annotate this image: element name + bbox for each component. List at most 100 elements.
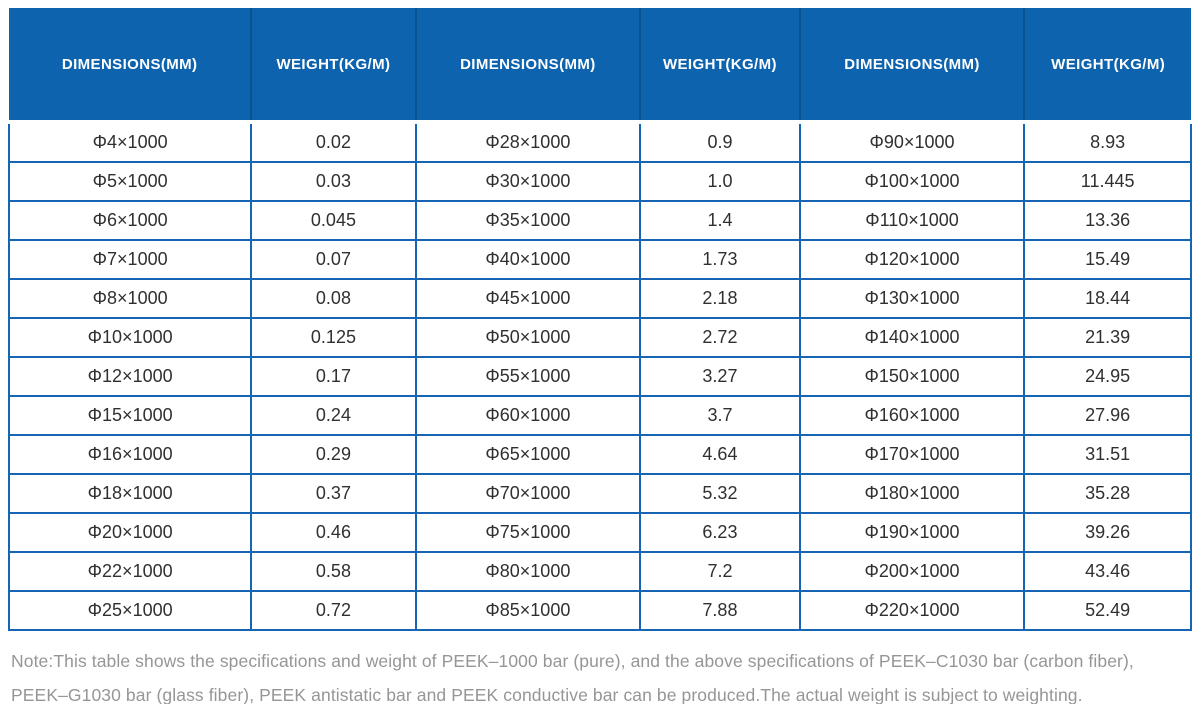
dimensions-cell: Φ80×1000	[414, 551, 642, 592]
column-header-dimensions-2: DIMENSIONS(MM)	[414, 8, 641, 124]
weight-cell: 0.46	[250, 512, 417, 553]
weight-cell: 4.64	[639, 434, 801, 475]
weight-cell: 0.03	[250, 161, 417, 202]
column-header-weight-3: WEIGHT(KG/M)	[1023, 8, 1191, 124]
dimensions-cell: Φ50×1000	[414, 317, 642, 358]
weight-cell: 0.17	[250, 356, 417, 397]
dimensions-cell: Φ16×1000	[7, 434, 253, 475]
dimensions-cell: Φ22×1000	[7, 551, 253, 592]
dimensions-cell: Φ6×1000	[7, 200, 253, 241]
table-header: DIMENSIONS(MM) WEIGHT(KG/M) DIMENSIONS(M…	[9, 8, 1191, 124]
table-header-row: DIMENSIONS(MM) WEIGHT(KG/M) DIMENSIONS(M…	[9, 8, 1191, 124]
weight-cell: 21.39	[1023, 317, 1192, 358]
dimensions-cell: Φ90×1000	[798, 121, 1026, 163]
weight-cell: 1.0	[639, 161, 801, 202]
weight-cell: 1.4	[639, 200, 801, 241]
table-row: Φ5×1000 0.03 Φ30×1000 1.0 Φ100×1000 11.445	[7, 161, 1192, 202]
dimensions-cell: Φ4×1000	[7, 121, 253, 163]
weight-cell: 0.07	[250, 239, 417, 280]
column-header-dimensions-3: DIMENSIONS(MM)	[798, 8, 1025, 124]
weight-cell: 35.28	[1023, 473, 1192, 514]
dimensions-cell: Φ20×1000	[7, 512, 253, 553]
dimensions-cell: Φ180×1000	[798, 473, 1026, 514]
dimensions-cell: Φ65×1000	[414, 434, 642, 475]
dimensions-cell: Φ30×1000	[414, 161, 642, 202]
weight-cell: 31.51	[1023, 434, 1192, 475]
weight-cell: 11.445	[1023, 161, 1192, 202]
weight-cell: 0.045	[250, 200, 417, 241]
table-row: Φ20×1000 0.46 Φ75×1000 6.23 Φ190×1000 39.26	[7, 512, 1192, 553]
weight-cell: 1.73	[639, 239, 801, 280]
weight-cell: 3.7	[639, 395, 801, 436]
dimensions-cell: Φ45×1000	[414, 278, 642, 319]
weight-cell: 5.32	[639, 473, 801, 514]
weight-cell: 2.18	[639, 278, 801, 319]
weight-cell: 7.2	[639, 551, 801, 592]
table-row: Φ16×1000 0.29 Φ65×1000 4.64 Φ170×1000 31.51	[7, 434, 1192, 475]
dimensions-cell: Φ100×1000	[798, 161, 1026, 202]
dimensions-cell: Φ40×1000	[414, 239, 642, 280]
weight-cell: 0.29	[250, 434, 417, 475]
table-row: Φ7×1000 0.07 Φ40×1000 1.73 Φ120×1000 15.49	[7, 239, 1192, 280]
weight-cell: 39.26	[1023, 512, 1192, 553]
footnote-line-2: PEEK–G1030 bar (glass fiber), PEEK antis…	[11, 685, 1083, 704]
dimensions-cell: Φ110×1000	[798, 200, 1026, 241]
dimensions-cell: Φ60×1000	[414, 395, 642, 436]
weight-cell: 52.49	[1023, 590, 1192, 631]
dimensions-cell: Φ120×1000	[798, 239, 1026, 280]
table-row: Φ22×1000 0.58 Φ80×1000 7.2 Φ200×1000 43.46	[7, 551, 1192, 592]
table-row: Φ25×1000 0.72 Φ85×1000 7.88 Φ220×1000 52.49	[7, 590, 1192, 631]
weight-cell: 0.37	[250, 473, 417, 514]
dimensions-cell: Φ15×1000	[7, 395, 253, 436]
table-row: Φ6×1000 0.045 Φ35×1000 1.4 Φ110×1000 13.36	[7, 200, 1192, 241]
weight-cell: 24.95	[1023, 356, 1192, 397]
dimensions-cell: Φ140×1000	[798, 317, 1026, 358]
weight-cell: 3.27	[639, 356, 801, 397]
weight-cell: 0.9	[639, 121, 801, 163]
dimensions-cell: Φ220×1000	[798, 590, 1026, 631]
peek-bar-spec-table: DIMENSIONS(MM) WEIGHT(KG/M) DIMENSIONS(M…	[7, 8, 1192, 631]
dimensions-cell: Φ8×1000	[7, 278, 253, 319]
weight-cell: 15.49	[1023, 239, 1192, 280]
weight-cell: 2.72	[639, 317, 801, 358]
weight-cell: 0.24	[250, 395, 417, 436]
dimensions-cell: Φ55×1000	[414, 356, 642, 397]
table-row: Φ12×1000 0.17 Φ55×1000 3.27 Φ150×1000 24.95	[7, 356, 1192, 397]
dimensions-cell: Φ7×1000	[7, 239, 253, 280]
dimensions-cell: Φ200×1000	[798, 551, 1026, 592]
dimensions-cell: Φ28×1000	[414, 121, 642, 163]
dimensions-cell: Φ150×1000	[798, 356, 1026, 397]
table-row: Φ4×1000 0.02 Φ28×1000 0.9 Φ90×1000 8.93	[7, 121, 1192, 163]
weight-cell: 0.02	[250, 121, 417, 163]
footnote-line-1: Note:This table shows the specifications…	[11, 651, 1134, 671]
weight-cell: 0.72	[250, 590, 417, 631]
dimensions-cell: Φ70×1000	[414, 473, 642, 514]
dimensions-cell: Φ190×1000	[798, 512, 1026, 553]
dimensions-cell: Φ85×1000	[414, 590, 642, 631]
weight-cell: 18.44	[1023, 278, 1192, 319]
weight-cell: 6.23	[639, 512, 801, 553]
table-row: Φ18×1000 0.37 Φ70×1000 5.32 Φ180×1000 35.28	[7, 473, 1192, 514]
table-row: Φ15×1000 0.24 Φ60×1000 3.7 Φ160×1000 27.96	[7, 395, 1192, 436]
table-body: Φ4×1000 0.02 Φ28×1000 0.9 Φ90×1000 8.93 Φ5×100…	[7, 121, 1192, 631]
weight-cell: 0.08	[250, 278, 417, 319]
dimensions-cell: Φ18×1000	[7, 473, 253, 514]
dimensions-cell: Φ35×1000	[414, 200, 642, 241]
weight-cell: 27.96	[1023, 395, 1192, 436]
dimensions-cell: Φ5×1000	[7, 161, 253, 202]
dimensions-cell: Φ75×1000	[414, 512, 642, 553]
footnote: Note:This table shows the specifications…	[11, 644, 1192, 704]
dimensions-cell: Φ25×1000	[7, 590, 253, 631]
table-row: Φ8×1000 0.08 Φ45×1000 2.18 Φ130×1000 18.44	[7, 278, 1192, 319]
weight-cell: 0.125	[250, 317, 417, 358]
table-row: Φ10×1000 0.125 Φ50×1000 2.72 Φ140×1000 21.39	[7, 317, 1192, 358]
weight-cell: 0.58	[250, 551, 417, 592]
column-header-weight-2: WEIGHT(KG/M)	[639, 8, 800, 124]
weight-cell: 7.88	[639, 590, 801, 631]
dimensions-cell: Φ10×1000	[7, 317, 253, 358]
dimensions-cell: Φ130×1000	[798, 278, 1026, 319]
column-header-weight-1: WEIGHT(KG/M)	[250, 8, 416, 124]
dimensions-cell: Φ12×1000	[7, 356, 253, 397]
dimensions-cell: Φ170×1000	[798, 434, 1026, 475]
